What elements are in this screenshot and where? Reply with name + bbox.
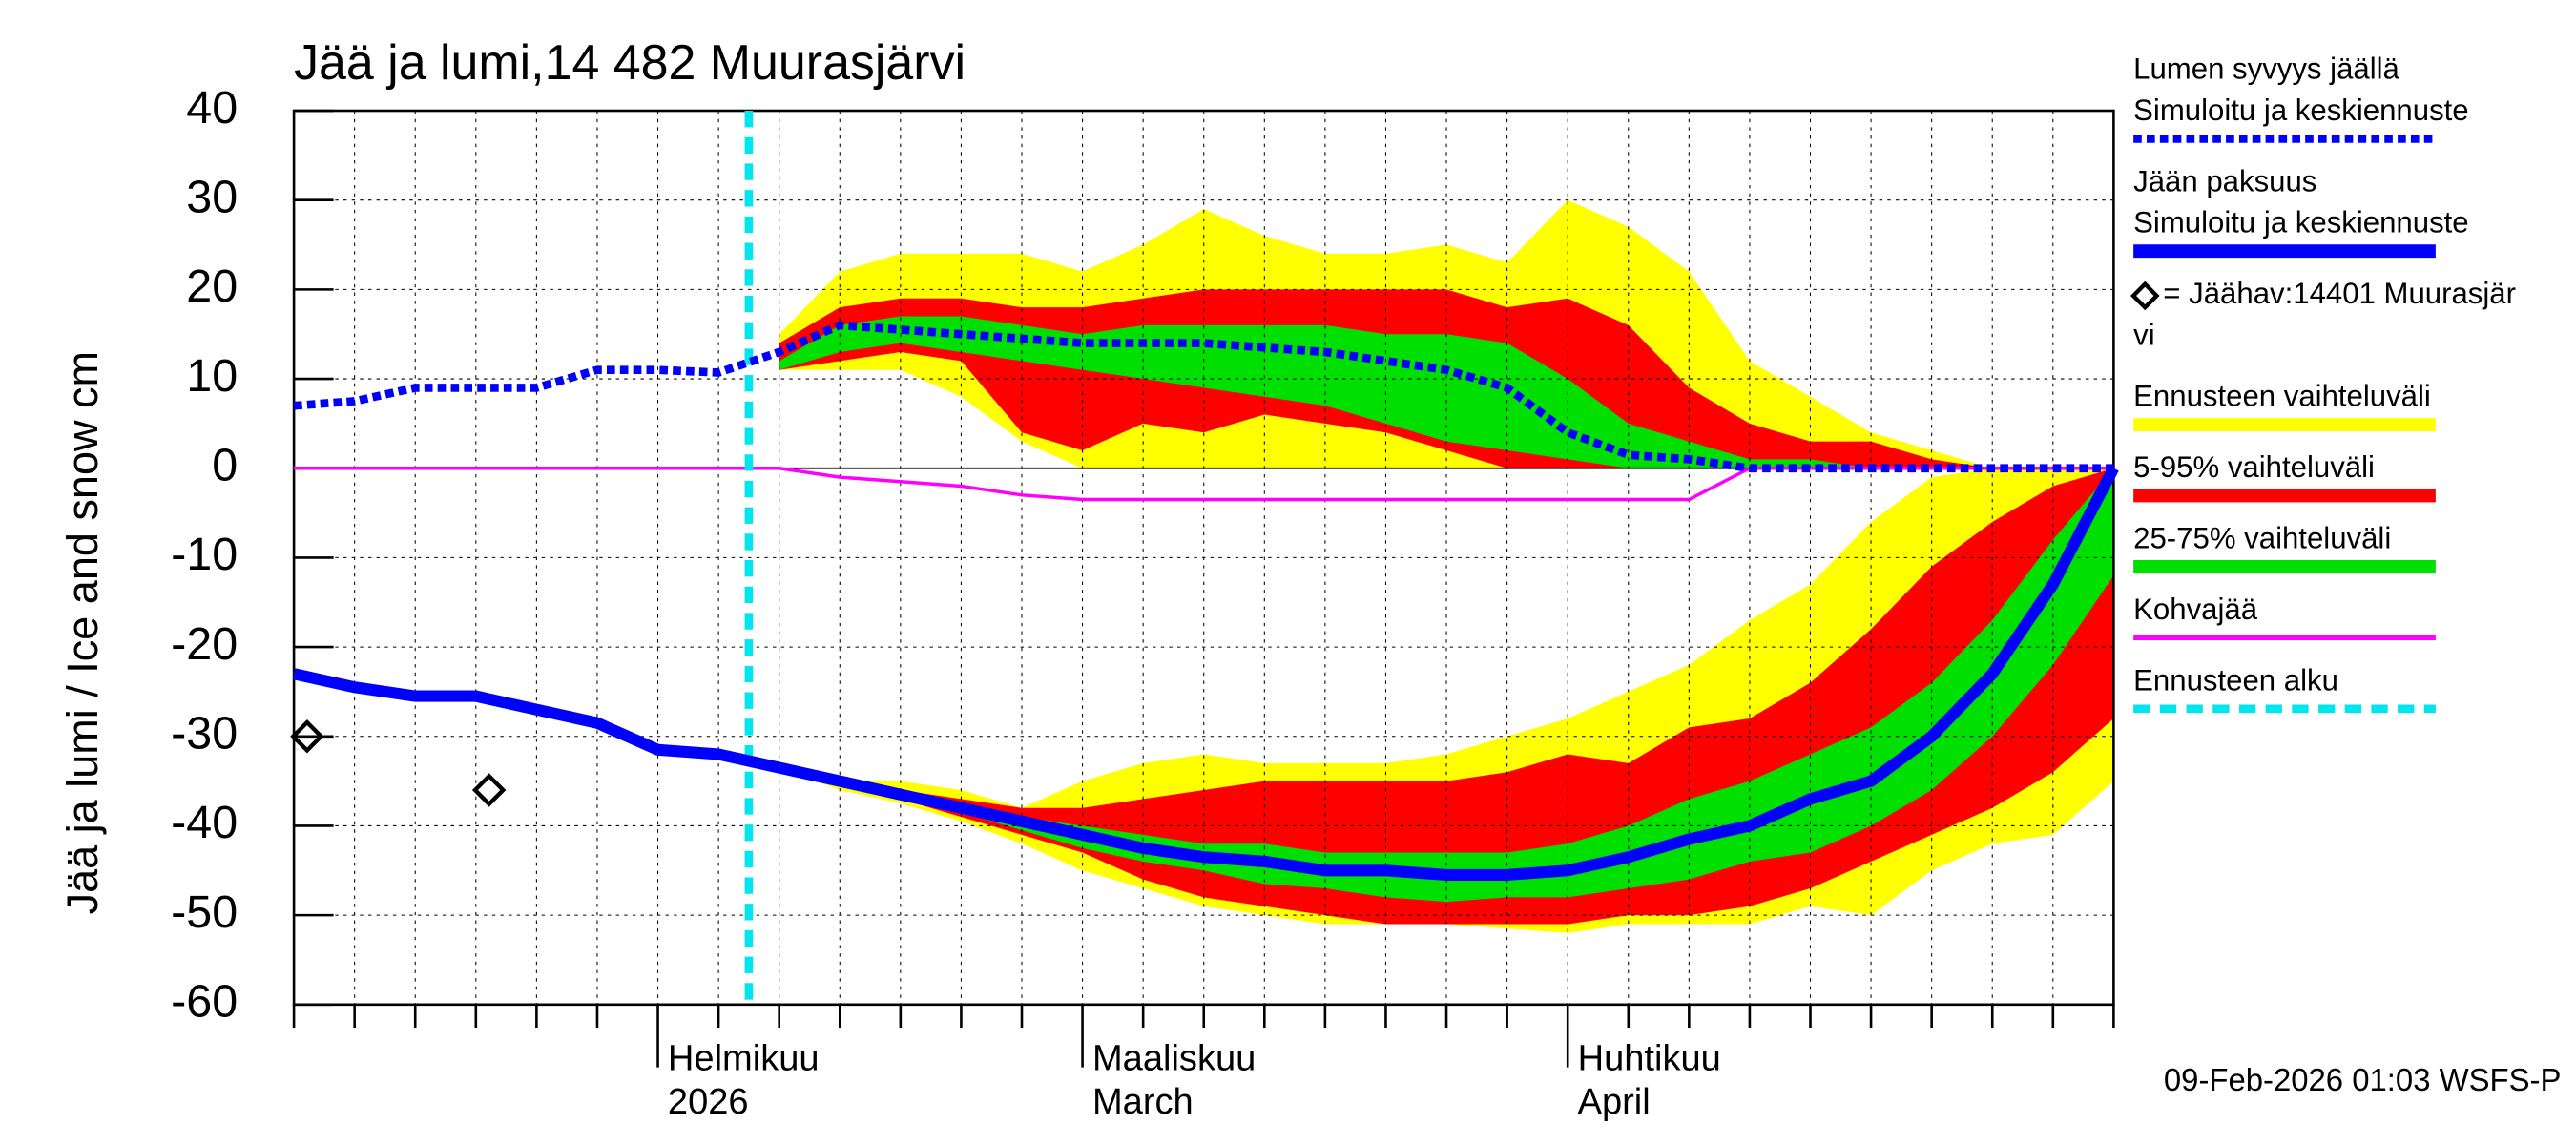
series-line: [293, 321, 2114, 473]
x-tick-label: Maaliskuu: [1092, 1039, 1256, 1079]
kohva-line: [294, 467, 2114, 502]
legend-label: Jään paksuus: [2133, 164, 2316, 198]
observation: [471, 773, 507, 807]
y-tick-label: -20: [171, 618, 238, 670]
x-tick-label: March: [1092, 1082, 1194, 1122]
legend-swatch: [2129, 281, 2160, 311]
y-tick-label: 40: [186, 82, 238, 134]
x-tick-label: Helmikuu: [668, 1039, 820, 1079]
y-tick-label: 20: [186, 260, 238, 312]
x-tick-label: 2026: [668, 1082, 749, 1122]
legend-label: Kohvajää: [2133, 593, 2258, 626]
band-area: [779, 468, 2114, 903]
legend-label: Simuloitu ja keskiennuste: [2133, 94, 2468, 127]
y-tick-label: -60: [171, 976, 238, 1028]
y-tick-label: 0: [212, 440, 238, 491]
chart-title: Jää ja lumi,14 482 Muurasjärvi: [294, 35, 966, 91]
plot-frame: [292, 109, 2115, 1007]
footer: 09-Feb-2026 01:03 WSFS-P: [2164, 1062, 2562, 1097]
y-axis-label: Jää ja lumi / Ice and snow cm: [58, 351, 107, 914]
y-tick-label: 30: [186, 171, 238, 222]
y-tick-label: -50: [171, 886, 238, 938]
legend-label: 5-95% vaihteluväli: [2133, 450, 2375, 484]
y-tick-label: -40: [171, 797, 238, 848]
legend-label: = Jäähav:14401 Muurasjär: [2163, 277, 2516, 310]
y-tick-label: -10: [171, 529, 238, 580]
legend-label: vi: [2133, 318, 2155, 351]
y-tick-label: -30: [171, 708, 238, 760]
legend-label: Ennusteen vaihteluväli: [2133, 380, 2431, 413]
legend-label: 25-75% vaihteluväli: [2133, 521, 2391, 554]
x-tick-label: Huhtikuu: [1578, 1039, 1721, 1079]
y-tick-label: 10: [186, 350, 238, 402]
legend-label: Ennusteen alku: [2133, 663, 2338, 697]
legend-label: Simuloitu ja keskiennuste: [2133, 206, 2468, 239]
series-line: [292, 465, 2119, 882]
x-tick-label: April: [1578, 1082, 1651, 1122]
observation: [290, 719, 324, 754]
legend-label: Lumen syvyys jäällä: [2133, 52, 2399, 86]
